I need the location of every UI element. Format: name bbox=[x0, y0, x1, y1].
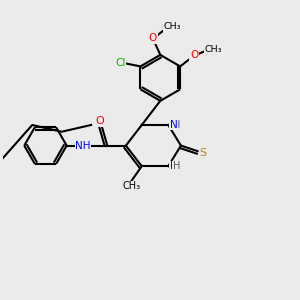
Text: CH₃: CH₃ bbox=[164, 22, 182, 32]
Text: O: O bbox=[149, 33, 157, 43]
Text: S: S bbox=[200, 148, 207, 158]
Text: O: O bbox=[190, 50, 198, 61]
Text: H: H bbox=[172, 161, 180, 171]
Text: H: H bbox=[172, 120, 180, 130]
Text: O: O bbox=[96, 116, 104, 126]
Text: NH: NH bbox=[75, 141, 91, 151]
Text: N: N bbox=[170, 161, 178, 171]
Text: CH₃: CH₃ bbox=[204, 45, 222, 54]
Text: Cl: Cl bbox=[115, 58, 126, 68]
Text: N: N bbox=[170, 120, 178, 130]
Text: CH₃: CH₃ bbox=[122, 181, 140, 191]
